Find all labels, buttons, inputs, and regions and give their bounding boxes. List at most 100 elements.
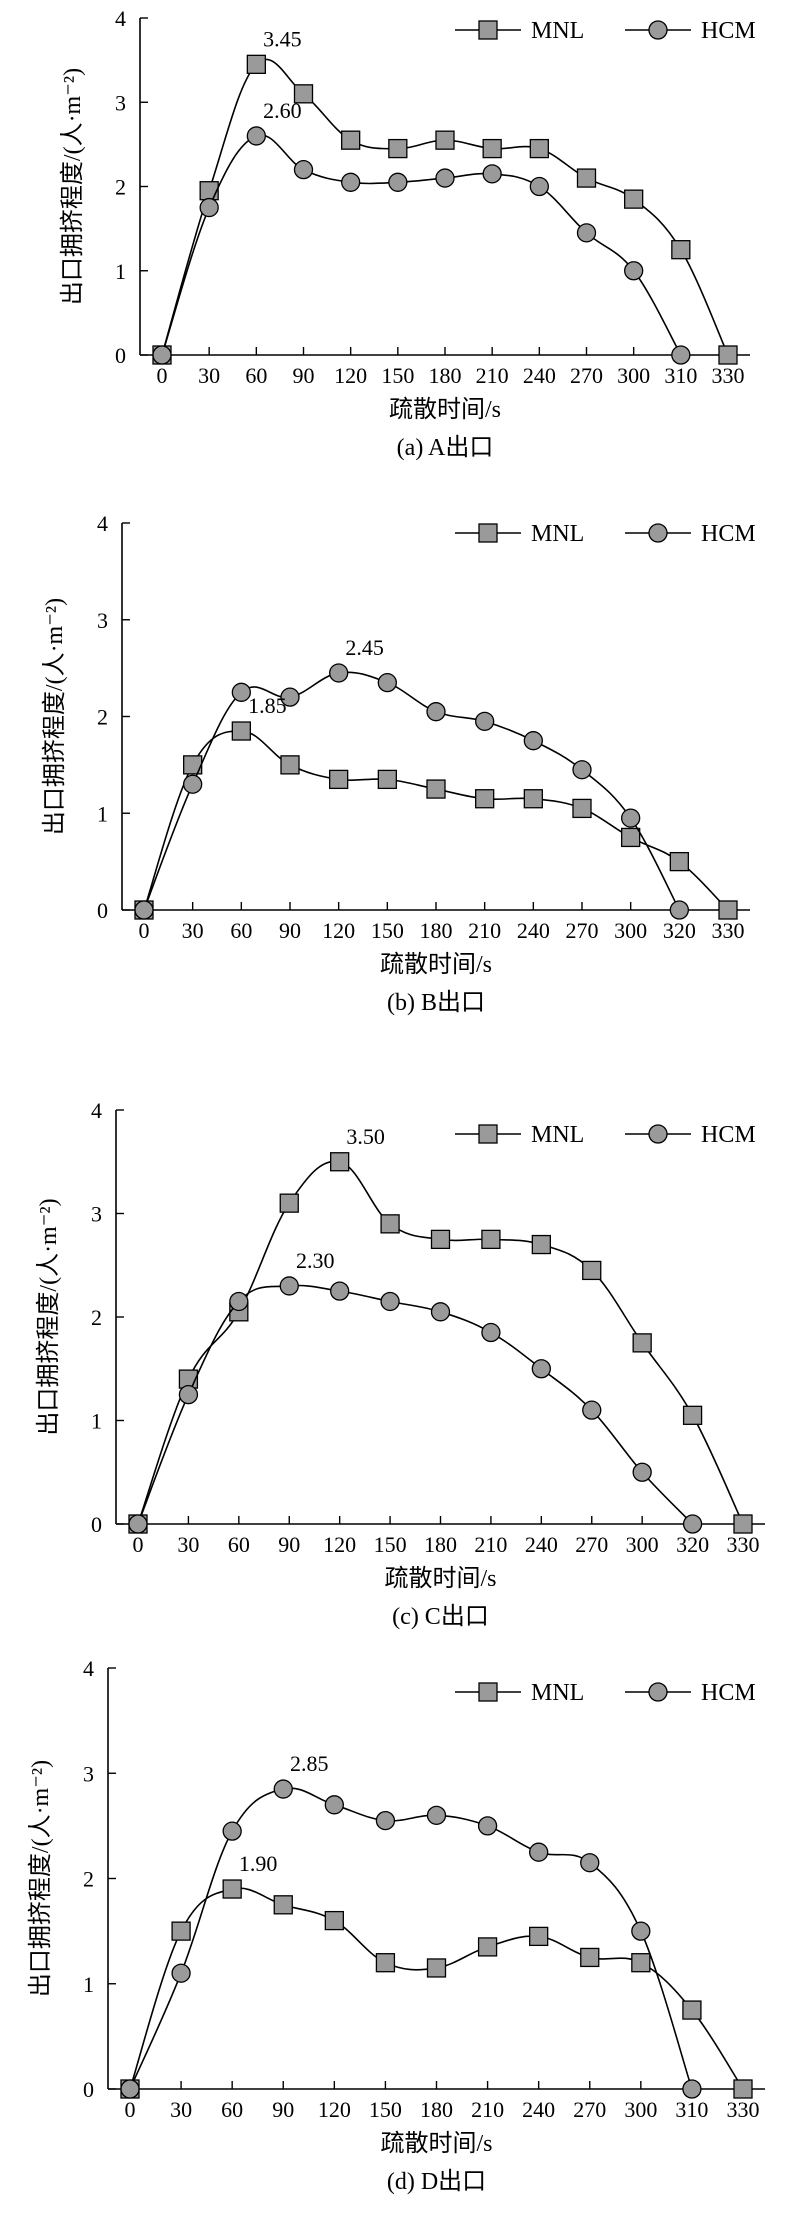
data-point-mnl	[582, 1260, 602, 1281]
data-point-hcm	[523, 731, 543, 751]
legend: MNL HCM	[455, 521, 756, 547]
data-point-hcm	[377, 672, 397, 693]
y-tick-label: 2	[83, 1867, 94, 1892]
y-tick-label: 2	[91, 1305, 102, 1330]
x-tick-label: 240	[525, 1532, 558, 1557]
y-tick-label: 3	[91, 1202, 102, 1227]
data-point-mnl	[576, 168, 597, 188]
y-axis-label: 出口拥挤程度/(人·m⁻²)	[41, 598, 68, 835]
data-point-mnl	[572, 798, 592, 819]
x-tick-label: 300	[624, 2097, 657, 2122]
legend-label-mnl: MNL	[531, 1680, 584, 1706]
y-tick-label: 1	[97, 801, 108, 826]
data-point-hcm	[529, 1842, 549, 1862]
y-tick-label: 0	[91, 1512, 102, 1537]
legend-label-hcm: HCM	[701, 521, 756, 547]
data-point-hcm	[279, 1276, 299, 1296]
data-point-mnl	[171, 1921, 191, 1941]
x-tick-label: 330	[712, 918, 745, 943]
data-point-hcm	[246, 126, 266, 146]
data-point-mnl	[380, 1214, 400, 1234]
x-tick-label: 120	[334, 363, 367, 388]
x-tick-label: 180	[429, 363, 462, 388]
x-tick-label: 270	[575, 1532, 608, 1557]
chart-panel-1: 0 1 2 3 4 0 30 60 90 120 150 180 210 240 270 300 310 330 疏…	[59, 6, 756, 461]
data-point-mnl	[733, 1514, 753, 1534]
legend-label-mnl: MNL	[531, 521, 584, 547]
data-point-mnl	[669, 851, 689, 872]
data-point-mnl	[293, 84, 314, 104]
series-line-hcm	[137, 1284, 694, 1525]
data-point-hcm	[178, 1384, 199, 1405]
y-tick-label: 4	[83, 1656, 94, 1681]
data-point-mnl	[682, 1405, 703, 1425]
panel-caption: (b) B出口	[387, 989, 485, 1016]
x-tick-label: 30	[177, 1532, 199, 1557]
legend: MNL HCM	[455, 18, 756, 44]
data-point-hcm	[426, 1805, 447, 1825]
x-tick-label: 90	[279, 918, 301, 943]
data-point-hcm	[293, 159, 314, 180]
legend-label-hcm: HCM	[701, 1122, 756, 1148]
data-point-hcm	[222, 1821, 242, 1841]
data-point-mnl	[682, 2000, 702, 2020]
data-point-mnl	[426, 1958, 447, 1978]
x-tick-label: 210	[474, 1532, 507, 1557]
legend-marker-mnl	[478, 523, 498, 543]
data-point-hcm	[229, 1291, 249, 1312]
data-point-mnl	[733, 2079, 753, 2099]
data-point-hcm	[231, 682, 251, 702]
x-tick-label: 180	[420, 2097, 453, 2122]
data-point-hcm	[529, 176, 549, 197]
data-point-hcm	[477, 1816, 498, 1836]
x-tick-label: 300	[626, 1532, 659, 1557]
y-tick-label: 1	[83, 1972, 94, 1997]
data-point-hcm	[388, 172, 408, 192]
x-tick-label: 330	[712, 363, 745, 388]
x-tick-label: 90	[278, 1532, 300, 1557]
y-tick-label: 4	[97, 511, 108, 536]
data-point-mnl	[523, 789, 543, 809]
x-tick-label: 60	[228, 1532, 250, 1557]
data-label: 3.50	[346, 1124, 385, 1149]
data-point-mnl	[330, 1152, 350, 1172]
x-axis-label: 疏散时间/s	[384, 1565, 496, 1592]
data-point-hcm	[582, 1400, 602, 1420]
legend-marker-hcm	[648, 1124, 668, 1144]
x-tick-label: 60	[230, 918, 252, 943]
data-point-hcm	[475, 711, 495, 731]
data-point-mnl	[632, 1333, 652, 1353]
x-tick-label: 30	[170, 2097, 192, 2122]
data-point-hcm	[430, 1302, 451, 1322]
data-point-mnl	[280, 755, 300, 775]
data-point-mnl	[477, 1937, 498, 1957]
y-tick-label: 1	[91, 1409, 102, 1434]
data-point-mnl	[671, 240, 691, 260]
data-point-mnl	[531, 1234, 551, 1255]
data-point-hcm	[531, 1359, 551, 1379]
data-point-mnl	[435, 130, 455, 150]
data-point-mnl	[631, 1953, 651, 1973]
legend-marker-hcm	[648, 1682, 668, 1702]
data-point-hcm	[330, 1281, 350, 1301]
x-tick-label: 0	[139, 918, 150, 943]
y-tick-label: 3	[115, 90, 126, 115]
data-point-mnl	[482, 138, 502, 159]
data-point-mnl	[341, 130, 361, 150]
data-point-mnl	[222, 1879, 242, 1899]
data-point-mnl	[529, 1926, 549, 1947]
legend-label-mnl: MNL	[531, 1122, 584, 1148]
x-tick-label: 120	[323, 1532, 356, 1557]
chart-panel-3: 0 1 2 3 4 0 30 60 90 120 150 180 210 240 270 300 320 330 疏…	[35, 1098, 765, 1630]
x-tick-label: 210	[476, 363, 509, 388]
series-line-hcm	[161, 134, 682, 356]
x-tick-label: 300	[617, 363, 650, 388]
data-point-hcm	[128, 1514, 148, 1534]
x-tick-label: 310	[675, 2097, 708, 2122]
data-point-hcm	[482, 164, 502, 184]
series-line-mnl	[129, 1887, 744, 2090]
data-point-mnl	[329, 769, 349, 790]
series-line-hcm	[143, 671, 681, 911]
data-point-hcm	[152, 345, 172, 365]
data-point-hcm	[380, 1291, 400, 1312]
